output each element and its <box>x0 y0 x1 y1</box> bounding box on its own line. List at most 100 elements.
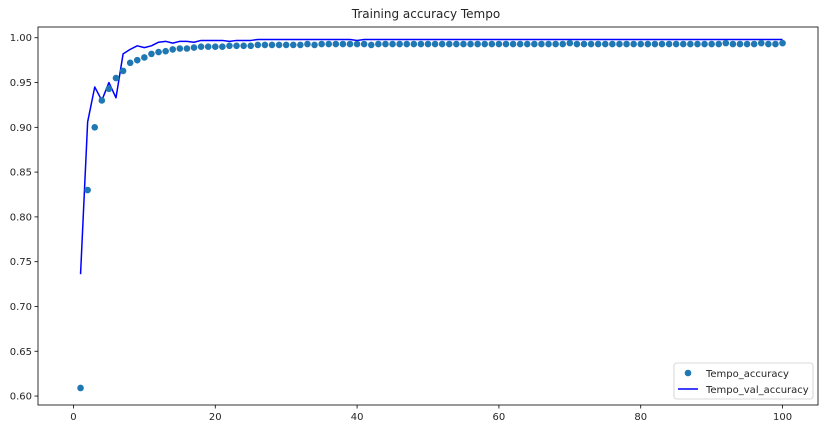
data-point-accuracy <box>396 40 403 48</box>
y-tick-label: 1.00 <box>10 33 32 44</box>
data-point-accuracy <box>389 40 396 48</box>
legend-marker-accuracy <box>684 369 692 377</box>
data-point-accuracy <box>630 40 637 48</box>
data-point-accuracy <box>247 42 255 50</box>
series-line-val-accuracy <box>79 38 783 275</box>
data-point-accuracy <box>360 40 368 48</box>
data-point-accuracy <box>148 50 155 58</box>
data-point-accuracy <box>211 43 219 51</box>
data-point-accuracy <box>665 40 673 48</box>
data-point-accuracy <box>467 40 474 48</box>
data-point-accuracy <box>750 40 758 48</box>
data-point-accuracy <box>424 40 432 48</box>
data-point-accuracy <box>594 40 602 48</box>
data-point-accuracy <box>587 40 595 48</box>
data-point-accuracy <box>772 40 779 48</box>
data-point-accuracy <box>736 40 744 48</box>
data-point-accuracy <box>367 41 375 49</box>
data-point-accuracy <box>98 97 106 104</box>
data-point-accuracy <box>91 124 99 131</box>
data-point-accuracy <box>672 40 680 48</box>
data-point-accuracy <box>417 40 425 48</box>
data-point-accuracy <box>162 47 169 55</box>
data-point-accuracy <box>84 186 91 194</box>
data-point-accuracy <box>382 40 389 48</box>
data-point-accuracy <box>297 41 304 49</box>
data-point-accuracy <box>757 39 765 47</box>
data-point-accuracy <box>538 40 545 48</box>
data-point-accuracy <box>488 40 496 48</box>
data-point-accuracy <box>311 41 318 49</box>
plot-background <box>38 27 818 405</box>
data-point-accuracy <box>275 41 283 49</box>
x-tick-label: 100 <box>773 412 792 423</box>
axes-frame <box>37 26 819 406</box>
y-tick-label: 0.95 <box>10 78 32 89</box>
data-point-accuracy <box>644 40 652 48</box>
data-point-accuracy <box>254 41 262 49</box>
data-point-accuracy <box>509 40 517 48</box>
data-point-accuracy <box>183 45 191 52</box>
data-point-accuracy <box>552 40 559 48</box>
y-tick-label: 0.80 <box>10 212 32 223</box>
data-point-accuracy <box>318 40 325 48</box>
data-point-accuracy <box>346 40 354 48</box>
data-point-accuracy <box>495 40 503 48</box>
data-point-accuracy <box>176 45 184 52</box>
data-point-accuracy <box>77 384 84 392</box>
x-tick-label: 0 <box>70 412 76 423</box>
data-point-accuracy <box>112 74 120 82</box>
legend: Tempo_accuracy Tempo_val_accuracy <box>673 362 814 400</box>
data-point-accuracy <box>240 42 247 50</box>
data-point-accuracy <box>445 40 453 48</box>
data-point-accuracy <box>403 40 411 48</box>
data-point-accuracy <box>453 40 460 48</box>
data-point-accuracy <box>679 40 687 48</box>
data-point-accuracy <box>438 40 446 48</box>
data-point-accuracy <box>155 48 162 56</box>
data-point-accuracy <box>353 40 361 48</box>
data-point-accuracy <box>141 54 148 61</box>
data-point-accuracy <box>460 40 467 48</box>
data-point-accuracy <box>573 40 581 48</box>
data-point-accuracy <box>304 40 311 48</box>
data-point-accuracy <box>545 40 552 48</box>
x-tick-label: 20 <box>209 412 222 423</box>
data-point-accuracy <box>701 40 708 48</box>
data-point-accuracy <box>332 40 340 48</box>
data-point-accuracy <box>219 43 226 51</box>
data-point-accuracy <box>133 56 141 64</box>
data-point-accuracy <box>119 67 127 75</box>
data-point-accuracy <box>169 46 177 53</box>
legend-label-accuracy: Tempo_accuracy <box>705 369 789 380</box>
data-point-accuracy <box>410 40 418 48</box>
x-tick-label: 40 <box>351 412 364 423</box>
data-point-accuracy <box>623 40 630 48</box>
data-point-accuracy <box>105 85 113 93</box>
data-point-accuracy <box>729 40 737 48</box>
data-point-accuracy <box>261 41 269 49</box>
data-point-accuracy <box>226 42 233 50</box>
data-point-accuracy <box>502 40 510 48</box>
chart-title: Training accuracy Tempo <box>351 7 500 21</box>
data-point-accuracy <box>609 40 616 48</box>
data-point-accuracy <box>658 40 666 48</box>
data-point-accuracy <box>687 40 694 48</box>
data-point-accuracy <box>233 42 240 50</box>
data-point-accuracy <box>694 40 701 48</box>
data-point-accuracy <box>580 40 588 48</box>
y-tick-label: 0.75 <box>10 257 32 268</box>
data-point-accuracy <box>431 40 439 48</box>
y-tick-label: 0.65 <box>10 347 32 358</box>
data-point-accuracy <box>765 40 772 48</box>
data-point-accuracy <box>601 40 609 48</box>
data-point-accuracy <box>375 40 382 48</box>
data-point-accuracy <box>523 40 531 48</box>
data-point-accuracy <box>566 39 574 47</box>
data-point-accuracy <box>204 43 212 51</box>
data-point-accuracy <box>268 41 276 49</box>
legend-label-val-accuracy: Tempo_val_accuracy <box>705 385 809 396</box>
legend-box <box>673 362 814 400</box>
y-tick-label: 0.85 <box>10 168 32 179</box>
